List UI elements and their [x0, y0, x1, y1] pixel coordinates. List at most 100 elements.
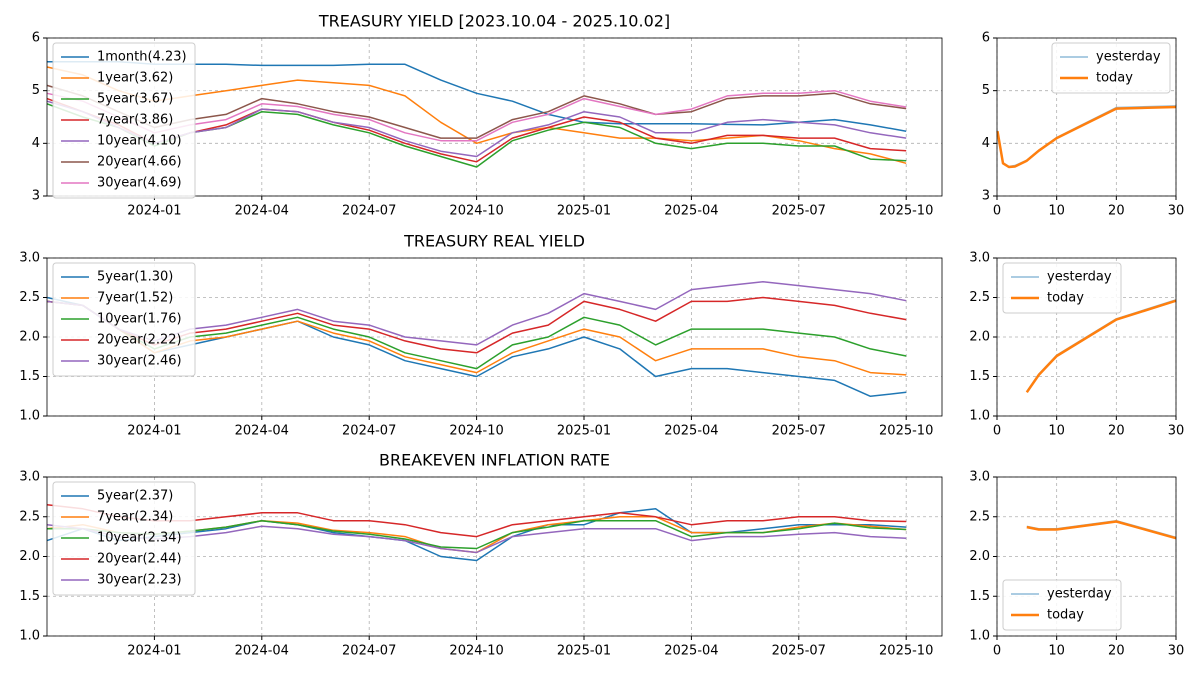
legend-label: 7year(1.52) — [97, 291, 173, 306]
x-tick-label: 2025-04 — [664, 204, 718, 219]
y-tick-label: 2.5 — [969, 509, 990, 524]
y-tick-label: 6 — [982, 31, 990, 46]
legend-label: 7year(2.34) — [97, 510, 173, 525]
plot-frame — [996, 37, 1177, 197]
series-line — [996, 105, 1177, 168]
legend-label: 7year(3.86) — [97, 113, 173, 128]
plot-frame — [46, 257, 943, 417]
legend-label: yesterday — [1096, 50, 1161, 65]
legend: yesterday today — [1002, 579, 1122, 631]
legend-label: 1year(3.62) — [97, 71, 173, 86]
y-tick-label: 3.0 — [969, 251, 990, 266]
x-tick-label: 2024-04 — [235, 424, 289, 439]
y-tick-label: 6 — [32, 31, 40, 46]
x-tick-label: 2024-04 — [235, 644, 289, 659]
x-tick-label: 2025-10 — [879, 204, 933, 219]
legend: 1month(4.23) 1year(3.62) 5year(3.67) 7year(… — [52, 42, 196, 199]
x-tick-label: 2025-10 — [879, 644, 933, 659]
legend: 5year(2.37) 7year(2.34) 10year(2.34) 20year… — [52, 481, 196, 596]
panel-title: BREAKEVEN INFLATION RATE — [379, 451, 610, 470]
legend-label: 10year(4.10) — [97, 134, 182, 149]
series-line — [1026, 520, 1177, 540]
y-tick-label: 3.0 — [969, 470, 990, 485]
y-tick-label: 5 — [32, 83, 40, 98]
x-tick-label: 2024-07 — [342, 204, 396, 219]
x-tick-label: 20 — [1108, 204, 1125, 219]
y-tick-label: 1.5 — [969, 369, 990, 384]
x-tick-label: 10 — [1048, 644, 1065, 659]
legend-box — [52, 42, 196, 199]
x-tick-label: 0 — [993, 424, 1001, 439]
y-tick-label: 2.0 — [19, 330, 40, 345]
legend-label: yesterday — [1047, 587, 1112, 602]
x-tick-label: 0 — [993, 204, 1001, 219]
y-tick-label: 2.0 — [19, 549, 40, 564]
y-tick-label: 2.0 — [969, 330, 990, 345]
legend-box — [1002, 579, 1122, 631]
y-tick-label: 5 — [982, 83, 990, 98]
legend: yesterday today — [1051, 42, 1171, 94]
x-tick-label: 2024-07 — [342, 424, 396, 439]
x-tick-label: 2025-10 — [879, 424, 933, 439]
y-tick-label: 2.0 — [969, 549, 990, 564]
legend-label: 30year(4.69) — [97, 176, 182, 191]
x-tick-label: 30 — [1168, 204, 1185, 219]
y-tick-label: 1.5 — [19, 369, 40, 384]
legend-label: 10year(1.76) — [97, 312, 182, 327]
legend: yesterday today — [1002, 262, 1122, 314]
x-tick-label: 30 — [1168, 644, 1185, 659]
series-line — [1025, 299, 1177, 394]
plot-frame — [46, 476, 943, 637]
y-tick-label: 2.5 — [19, 509, 40, 524]
legend-box — [52, 262, 196, 377]
legend-box — [52, 481, 196, 596]
y-tick-label: 3.0 — [19, 251, 40, 266]
x-tick-label: 2024-04 — [235, 204, 289, 219]
legend-label: 10year(2.34) — [97, 531, 182, 546]
y-tick-label: 2.5 — [19, 290, 40, 305]
y-tick-label: 4 — [32, 136, 40, 151]
panel-title: TREASURY REAL YIELD — [403, 232, 585, 251]
x-tick-label: 20 — [1108, 644, 1125, 659]
y-tick-label: 1.0 — [969, 629, 990, 644]
x-tick-label: 2025-04 — [664, 424, 718, 439]
plot-frame — [996, 476, 1177, 637]
x-tick-label: 10 — [1048, 204, 1065, 219]
legend-label: today — [1047, 608, 1084, 623]
legend-label: 20year(2.22) — [97, 333, 182, 348]
y-tick-label: 2.5 — [969, 290, 990, 305]
legend-label: 20year(2.44) — [97, 552, 182, 567]
legend-label: 1month(4.23) — [97, 50, 187, 65]
legend-label: yesterday — [1047, 270, 1112, 285]
legend: 5year(1.30) 7year(1.52) 10year(1.76) 20year… — [52, 262, 196, 377]
x-tick-label: 0 — [993, 644, 1001, 659]
legend-label: 5year(1.30) — [97, 270, 173, 285]
legend-box — [1002, 262, 1122, 314]
y-tick-label: 1.0 — [19, 629, 40, 644]
y-tick-label: 4 — [982, 136, 990, 151]
x-tick-label: 2025-04 — [664, 644, 718, 659]
legend-label: today — [1047, 291, 1084, 306]
x-tick-label: 2024-07 — [342, 644, 396, 659]
x-tick-label: 2024-01 — [127, 644, 181, 659]
x-tick-label: 2024-10 — [449, 204, 503, 219]
panel-title: TREASURY YIELD [2023.10.04 - 2025.10.02] — [318, 12, 670, 31]
x-tick-label: 2025-01 — [557, 204, 611, 219]
y-tick-label: 1.5 — [969, 589, 990, 604]
x-tick-label: 2024-10 — [449, 644, 503, 659]
y-tick-label: 1.0 — [969, 409, 990, 424]
x-tick-label: 20 — [1108, 424, 1125, 439]
x-tick-label: 30 — [1168, 424, 1185, 439]
x-tick-label: 10 — [1048, 424, 1065, 439]
legend-label: 5year(2.37) — [97, 489, 173, 504]
y-tick-label: 3.0 — [19, 470, 40, 485]
y-tick-label: 1.0 — [19, 409, 40, 424]
series-line — [996, 105, 1177, 169]
x-tick-label: 2025-01 — [557, 644, 611, 659]
legend-label: 5year(3.67) — [97, 92, 173, 107]
x-tick-label: 2024-10 — [449, 424, 503, 439]
series-line — [1026, 299, 1177, 392]
x-tick-label: 2025-01 — [557, 424, 611, 439]
legend-label: 20year(4.66) — [97, 155, 182, 170]
